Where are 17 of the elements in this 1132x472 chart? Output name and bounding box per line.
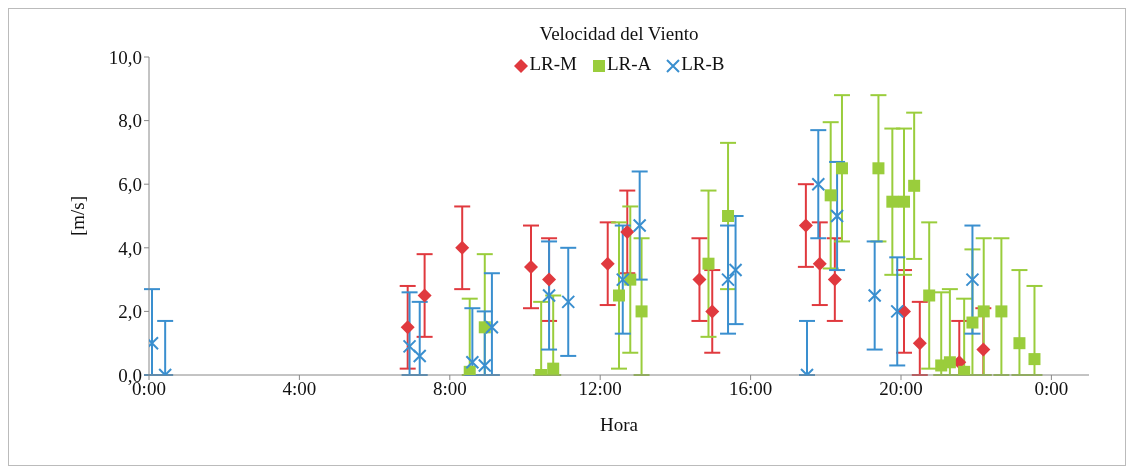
y-tick-label: 2,0	[118, 301, 142, 323]
x-tick-label: 4:00	[282, 378, 317, 400]
y-tick-label: 6,0	[118, 173, 142, 195]
x-tick-label: 20:00	[879, 378, 923, 400]
y-tick-label: 10,0	[108, 46, 142, 68]
y-axis-title: [m/s]	[66, 195, 88, 237]
legend-label: LR-B	[680, 53, 725, 75]
x-tick-label: 12:00	[578, 378, 622, 400]
x-tick-label: 8:00	[432, 378, 467, 400]
y-tick-label: 4,0	[118, 237, 142, 259]
y-tick-label: 8,0	[118, 110, 142, 132]
legend-label: LR-M	[528, 53, 577, 75]
x-axis-title: Hora	[600, 414, 639, 435]
chart-title: Velocidad del Viento	[538, 23, 700, 45]
x-tick-label: 16:00	[728, 378, 773, 400]
x-tick-label: 0:00	[1034, 378, 1069, 400]
legend-label: LR-A	[605, 53, 652, 75]
